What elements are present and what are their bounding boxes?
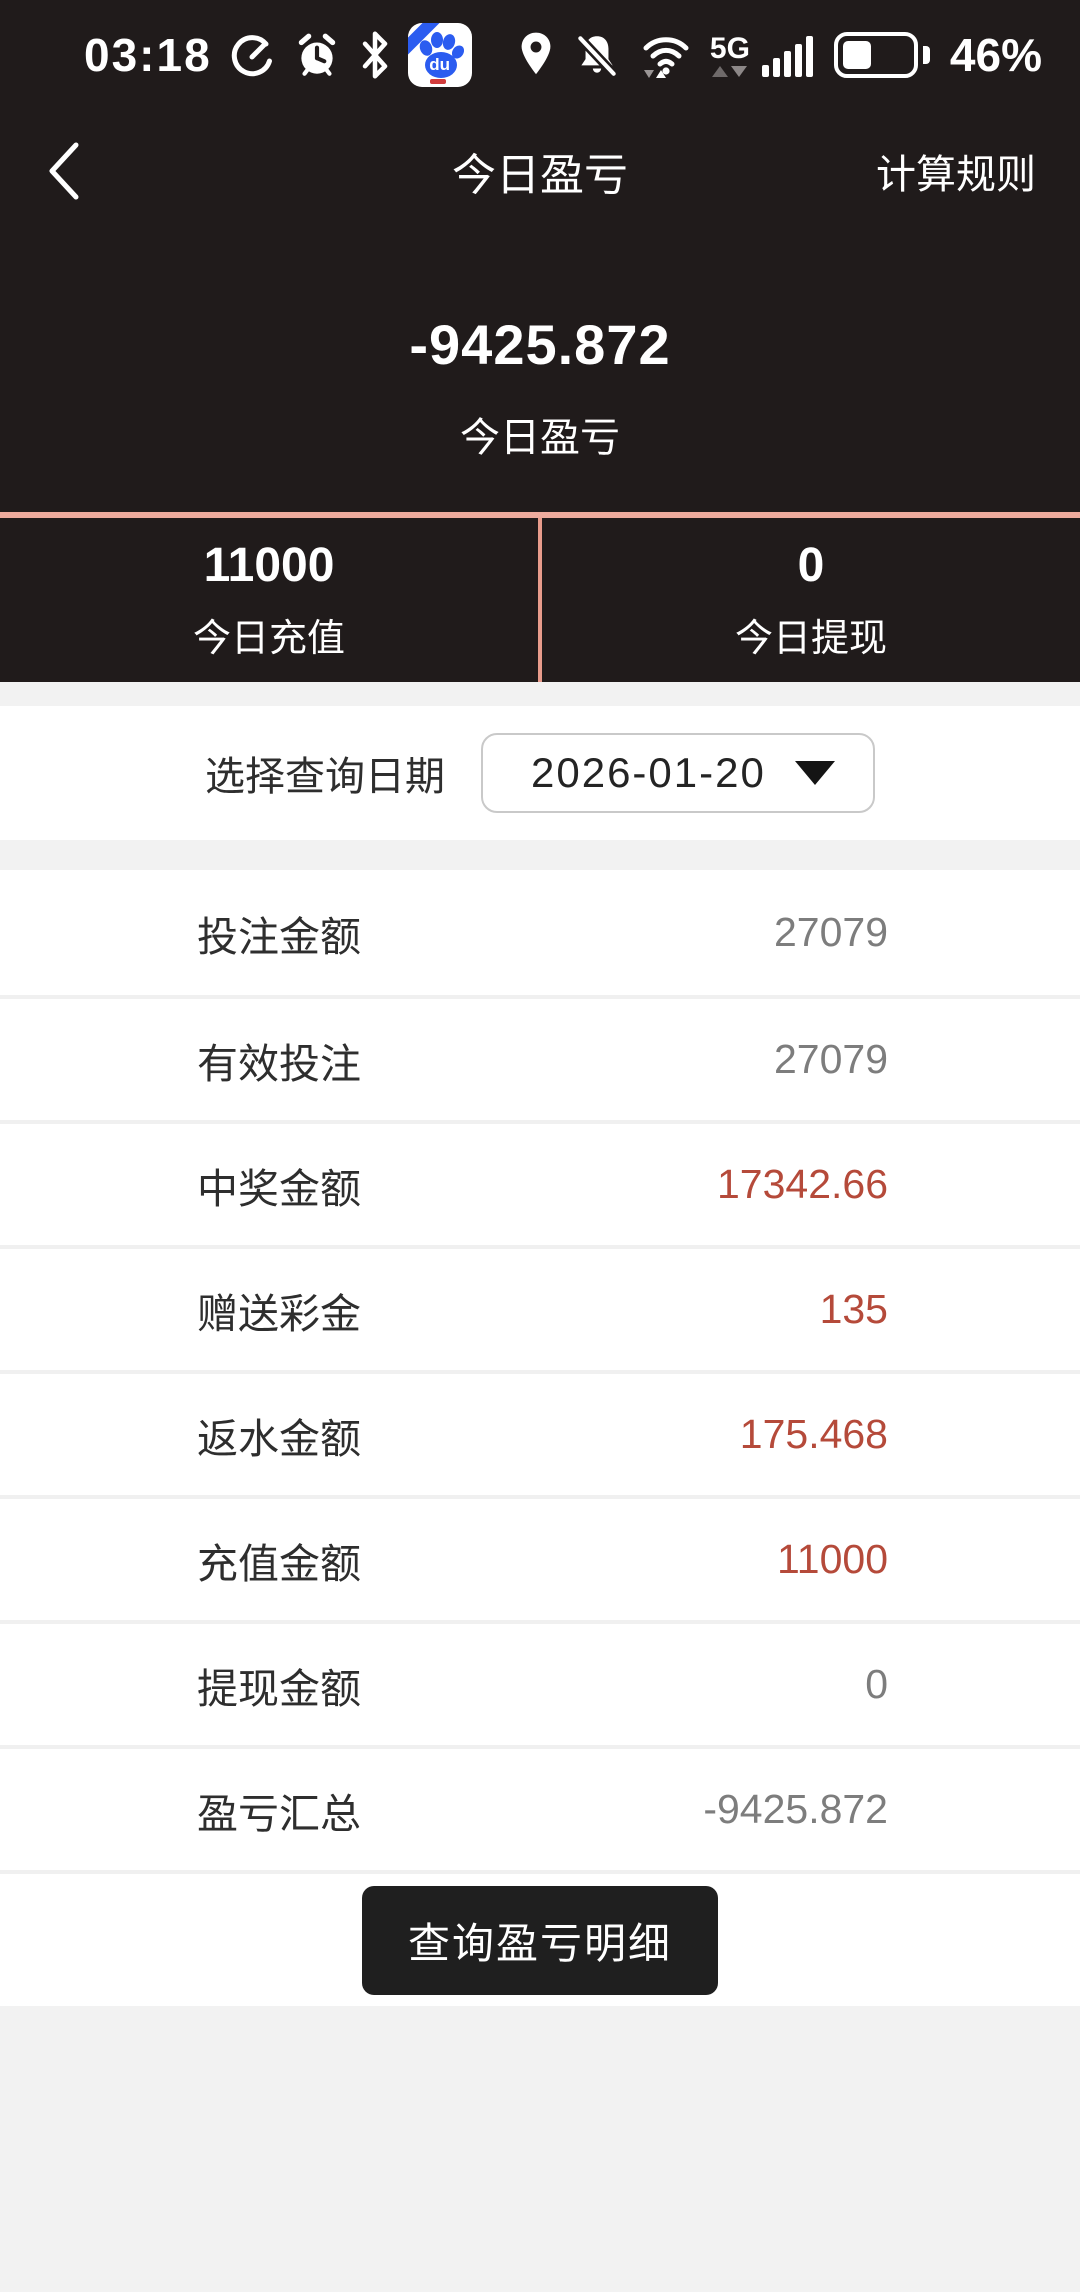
date-query-section: 选择查询日期 2026-01-20 [0,706,1080,840]
detail-row: 提现金额 0 [0,1620,1080,1745]
detail-row: 有效投注 27079 [0,995,1080,1120]
query-detail-button[interactable]: 查询盈亏明细 [361,1885,718,1995]
detail-row-label: 盈亏汇总 [197,1790,361,1837]
profit-hero: -9425.872 今日盈亏 [0,312,1080,463]
detail-row-value: 135 [819,1286,888,1332]
date-dropdown-value: 2026-01-20 [531,749,766,796]
today-summary-bar: 11000 今日充值 0 今日提现 [0,512,1080,682]
detail-row: 返水金额 175.468 [0,1370,1080,1495]
today-profit-label: 今日盈亏 [460,416,620,460]
signal-bars-icon [761,36,813,77]
detail-row-value: 17342.66 [716,1161,888,1207]
detail-row-label: 投注金额 [197,913,361,960]
dark-header-block: 03:18 [0,0,1080,512]
bluetooth-icon [362,31,387,79]
location-pin-icon [521,32,551,75]
detail-row-label: 中奖金额 [197,1165,361,1212]
detail-row-label: 充值金额 [197,1540,361,1587]
detail-row: 充值金额 11000 [0,1495,1080,1620]
back-chevron-icon[interactable] [44,140,84,202]
detail-row-value: 175.468 [739,1411,888,1457]
battery-percent-label: 46% [949,29,1042,81]
detail-row-value: 0 [865,1661,888,1707]
battery-indicator [833,32,930,78]
upload-arrow-icon [712,65,729,77]
mute-bell-icon [576,35,617,77]
today-recharge-cell: 11000 今日充值 [0,518,538,682]
today-recharge-label: 今日充值 [192,618,345,660]
detail-row: 中奖金额 17342.66 [0,1120,1080,1245]
network-5g-indicator: 5G [709,31,750,77]
clock: 03:18 [84,29,212,81]
today-withdraw-value: 0 [797,539,825,592]
baidu-badge-text: du [429,55,451,74]
baidu-app-icon: du [407,23,472,87]
status-bar-left: 03:18 [84,23,472,87]
download-arrow-icon [731,65,748,77]
detail-row-value: 27079 [773,1036,888,1082]
section-gap [0,682,1080,706]
detail-row: 赠送彩金 135 [0,1245,1080,1370]
baidu-dash [429,79,446,84]
detail-row: 盈亏汇总 -9425.872 [0,1745,1080,1870]
battery-icon [833,32,918,78]
bottom-gap [0,2006,1080,2292]
detail-row-value: 11000 [777,1536,888,1582]
wifi-traffic-arrow2 [655,70,666,78]
detail-row-label: 赠送彩金 [197,1290,361,1337]
speedometer-icon [231,35,272,77]
network-type-label: 5G [709,31,750,65]
nav-bar: 今日盈亏 计算规则 [0,96,1080,246]
status-bar-right: 5G [516,28,1042,82]
calc-rules-link[interactable]: 计算规则 [876,153,1036,197]
detail-row-label: 返水金额 [197,1415,361,1462]
detail-row-value: -9425.872 [703,1786,888,1832]
date-dropdown[interactable]: 2026-01-20 [481,733,875,813]
chevron-down-icon [795,761,835,785]
today-profit-amount: -9425.872 [409,313,671,376]
vertical-divider [538,518,542,682]
detail-row-label: 提现金额 [197,1665,361,1712]
today-recharge-value: 11000 [203,539,335,592]
battery-nub [922,46,930,64]
section-gap [0,840,1080,870]
today-withdraw-label: 今日提现 [734,618,887,660]
battery-fill [842,41,871,69]
button-area: 查询盈亏明细 [0,1870,1080,2006]
alarm-clock-icon [298,33,335,76]
wifi-traffic-arrow [643,70,654,78]
detail-rows-list: 投注金额 27079 有效投注 27079 中奖金额 17342.66 赠送彩金 135 返水金… [0,870,1080,1870]
today-withdraw-cell: 0 今日提现 [542,518,1080,682]
detail-row-label: 有效投注 [197,1040,361,1087]
network-traffic-arrows [712,65,748,77]
date-picker-label: 选择查询日期 [205,755,445,799]
baidu-paw-icon [419,32,464,78]
page-title: 今日盈亏 [452,151,628,200]
detail-row-value: 27079 [773,909,888,955]
detail-row: 投注金额 27079 [0,870,1080,995]
wifi-icon [643,37,689,78]
status-bar: 03:18 [0,0,1080,96]
